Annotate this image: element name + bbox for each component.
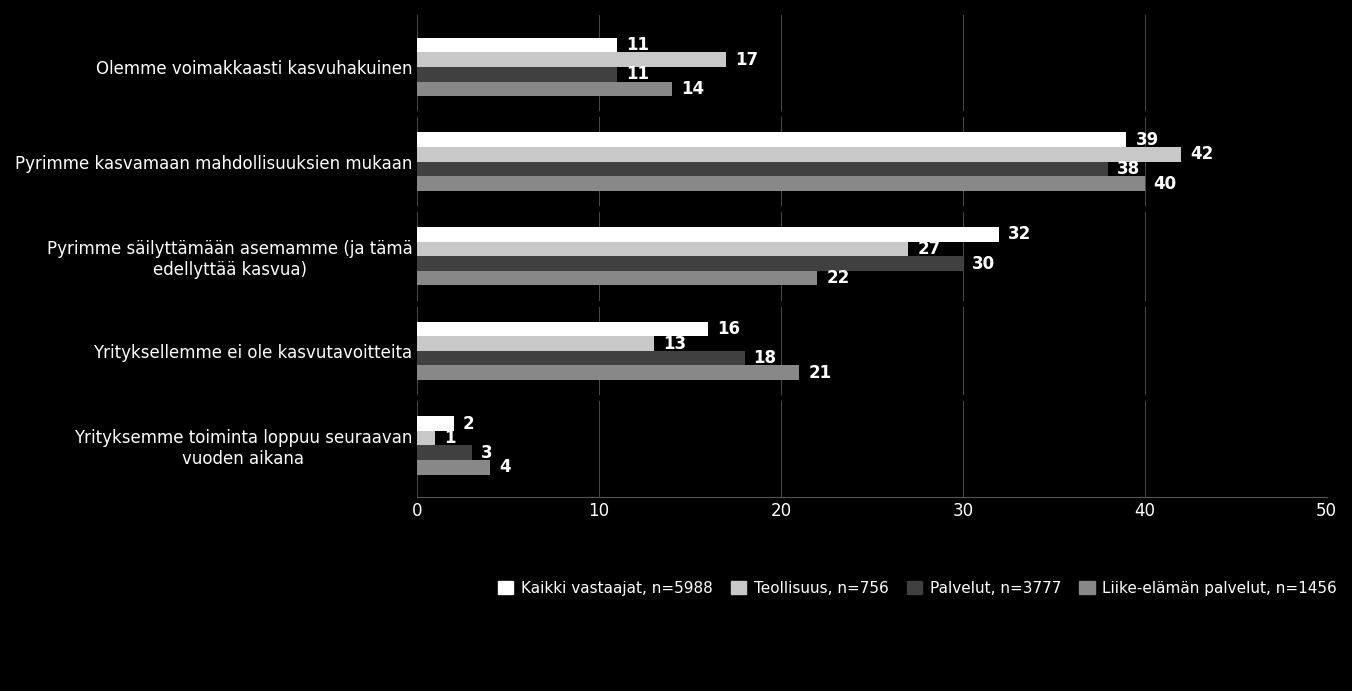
Text: 2: 2	[462, 415, 475, 433]
Bar	[418, 133, 1126, 147]
Text: 18: 18	[753, 349, 776, 367]
Bar	[418, 416, 454, 430]
Bar	[418, 271, 818, 285]
Bar	[418, 82, 672, 96]
Bar	[418, 227, 999, 242]
Bar	[418, 337, 653, 351]
Text: 14: 14	[681, 80, 704, 98]
Text: 13: 13	[662, 334, 685, 352]
Bar	[418, 446, 472, 460]
Bar	[418, 460, 489, 475]
Text: 1: 1	[445, 429, 456, 447]
Text: 40: 40	[1153, 175, 1176, 193]
Bar	[418, 147, 1182, 162]
Bar	[418, 351, 745, 366]
Text: 21: 21	[808, 363, 831, 381]
Bar	[418, 321, 708, 337]
Bar	[418, 430, 435, 446]
Bar	[418, 366, 799, 380]
Text: 32: 32	[1009, 225, 1032, 243]
Text: 22: 22	[826, 269, 849, 287]
Text: 39: 39	[1136, 131, 1159, 149]
Bar	[418, 53, 726, 67]
Bar	[418, 256, 963, 271]
Legend: Kaikki vastaajat, n=5988, Teollisuus, n=756, Palvelut, n=3777, Liike-elämän palv: Kaikki vastaajat, n=5988, Teollisuus, n=…	[498, 581, 1337, 596]
Text: 3: 3	[481, 444, 492, 462]
Text: 27: 27	[917, 240, 941, 258]
Text: 16: 16	[718, 320, 741, 338]
Bar	[418, 176, 1145, 191]
Bar	[418, 38, 618, 53]
Bar	[418, 162, 1109, 176]
Text: 30: 30	[972, 254, 995, 272]
Text: 4: 4	[499, 458, 511, 476]
Text: 38: 38	[1117, 160, 1141, 178]
Bar	[418, 242, 909, 256]
Text: 42: 42	[1190, 145, 1213, 163]
Text: 11: 11	[626, 36, 649, 54]
Text: 11: 11	[626, 66, 649, 84]
Text: 17: 17	[735, 50, 758, 68]
Bar	[418, 67, 618, 82]
